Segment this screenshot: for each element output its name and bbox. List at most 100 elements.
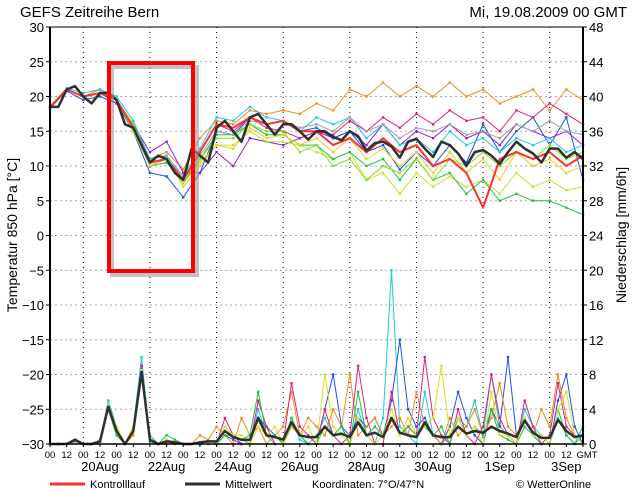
precip-member-line-point [465, 416, 468, 420]
precip-member-line-point [406, 425, 410, 428]
precip-member-line-point [132, 434, 135, 437]
temp-member-line-point [265, 116, 268, 119]
x-tick-label: 00 [511, 450, 522, 461]
highlight-box-shadow [110, 65, 199, 277]
temp-member-line-point [315, 123, 318, 126]
legend: Kontrolllauf Mittelwert Koordinaten: 7°O… [50, 479, 591, 490]
precip-member-line-point [356, 408, 360, 411]
precip-member-line-point [340, 425, 343, 428]
temp-member-line-point [298, 150, 302, 154]
temp-member-line-point [448, 109, 451, 112]
temp-member-line-point [498, 192, 501, 195]
precip-member-line-point [390, 408, 393, 411]
precip-member-line-point [107, 403, 110, 407]
x-tick-label: 12 [561, 450, 572, 461]
precip-member-line-point [298, 425, 302, 428]
temp-member-line-point [481, 178, 485, 182]
temp-member-line-point [132, 123, 135, 126]
y-tick-label: −25 [22, 402, 44, 417]
temp-member-line-point [515, 192, 518, 195]
y-tick-label: 30 [30, 20, 44, 35]
x-tick-label: 00 [311, 450, 322, 461]
precip-member-line-point [273, 434, 277, 437]
temp-member-line-point [415, 112, 418, 116]
temp-member-line-point [415, 130, 418, 133]
precip-member-line-point [306, 425, 310, 428]
precip-member-line-point [490, 408, 493, 411]
precip-member-line-point [531, 425, 535, 428]
precip-member-line-point [423, 416, 426, 420]
temp-member-line-point [182, 185, 185, 189]
temp-member-line-point [315, 143, 318, 147]
precip-member-line-point [240, 434, 243, 437]
precip-member-line-point [423, 390, 426, 394]
temp-member-line-point [565, 112, 568, 116]
temp-member-line-point [281, 140, 285, 143]
precip-member-line-point [523, 408, 526, 411]
precip-member-line-point [73, 440, 77, 443]
precip-member-line-point [440, 425, 443, 428]
precip-member-line-point [232, 434, 235, 437]
x-tick-label: 00 [378, 450, 389, 461]
precip-member-line-point [465, 434, 468, 437]
x-tick-label: 00 [278, 450, 289, 461]
temp-member-line-point [431, 130, 435, 133]
temp-member-line-point [448, 81, 451, 84]
temp-member-line-point [498, 199, 501, 202]
precip-member-line-point [506, 434, 510, 437]
y-tick-label: 15 [30, 124, 44, 139]
temp-member-line-point [481, 150, 485, 154]
precip-member-line-point [465, 425, 468, 428]
temp-member-line-point [465, 161, 468, 164]
precip-member-line-point [390, 390, 393, 394]
precip-member-line-point [490, 373, 493, 376]
y2-tick-label: 32 [589, 159, 603, 174]
temp-member-line-point [182, 171, 185, 175]
temp-member-line-point [531, 143, 535, 147]
temp-member-line-point [215, 133, 218, 136]
precip-member-line-point [248, 434, 252, 437]
temp-member-line-point [415, 126, 418, 129]
precip-member-line-point [348, 373, 352, 376]
temp-member-line-point [198, 157, 202, 161]
precip-member-line-point [290, 390, 293, 394]
temp-member-line-point [381, 157, 385, 161]
x-tick-label: 12 [161, 450, 172, 461]
precip-member-line-point [373, 416, 376, 420]
y-tick-label: −30 [22, 437, 44, 452]
precip-member-line-point [490, 416, 493, 420]
precip-member-line-point [223, 434, 227, 437]
temp-member-line-point [465, 119, 468, 123]
y-tick-label: 5 [37, 194, 44, 209]
precip-member-line-point [373, 425, 376, 428]
temp-member-line-point [398, 168, 401, 171]
precip-member-line-point [423, 425, 426, 428]
temp-member-line-point [481, 123, 485, 126]
precip-member-line-point [540, 434, 543, 437]
legend-control-label: Kontrolllauf [90, 479, 146, 490]
precip-member-line-point [456, 390, 460, 394]
temp-member-line-point [281, 143, 285, 147]
precip-member-line-point [506, 355, 510, 359]
y-tick-label: 20 [30, 90, 44, 105]
temp-member-line-point [565, 206, 568, 209]
temp-member-line-point [481, 88, 485, 91]
precip-member-line-point [448, 416, 451, 420]
temp-member-line-point [315, 150, 318, 154]
temp-member-line-point [348, 88, 352, 91]
temp-member-line-point [165, 150, 168, 154]
precip-member-line-point [398, 425, 401, 428]
precip-member-line-point [257, 399, 260, 402]
temp-member-line-point [315, 116, 318, 119]
temp-member-line-point [215, 116, 218, 119]
temp-member-line-point [531, 185, 535, 189]
temp-member-line-point [565, 171, 568, 175]
temp-member-line-point [365, 178, 368, 182]
precip-member-line-point [506, 438, 510, 441]
precip-member-line-point [498, 416, 501, 420]
precip-member-line-point [198, 434, 202, 437]
precip-member-line-point [290, 416, 293, 420]
precip-member-line-point [306, 416, 310, 420]
temp-member-line-point [265, 112, 268, 116]
temp-member-line-point [331, 123, 335, 126]
